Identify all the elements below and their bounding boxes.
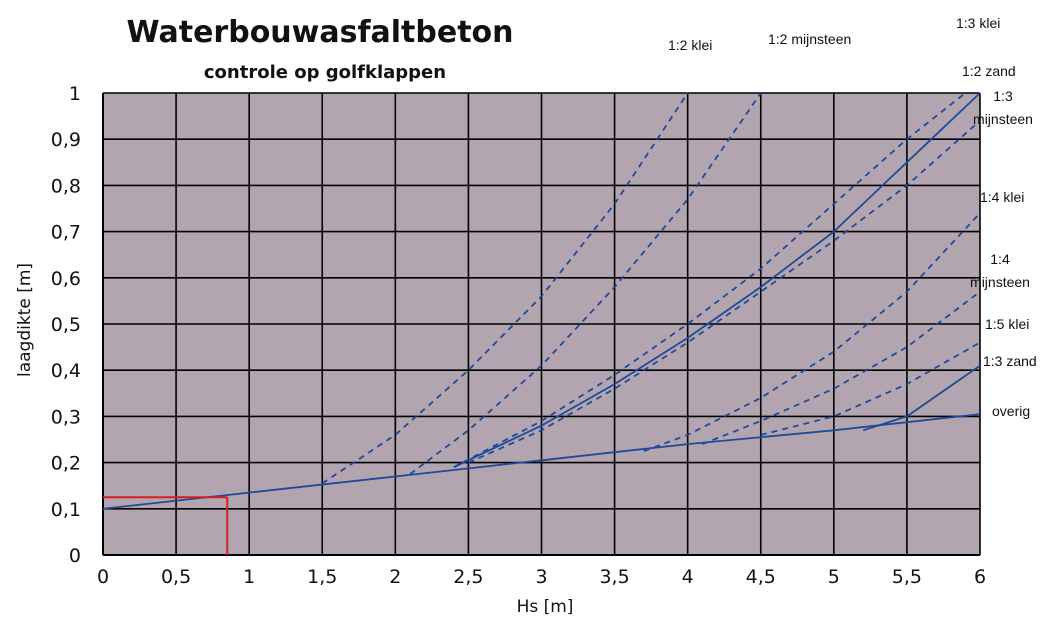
x-axis-label: Hs [m] xyxy=(517,597,574,617)
series-line-1-5-klei xyxy=(760,341,981,436)
x-tick-label: 5,5 xyxy=(892,566,922,588)
y-tick-label: 0,2 xyxy=(51,453,81,475)
series-line-1-3-klei xyxy=(453,92,966,468)
y-tick-label: 0,7 xyxy=(51,222,81,244)
reading-guide-annotation xyxy=(103,496,229,555)
x-tick-label: 4,5 xyxy=(746,566,776,588)
y-tick-label: 1 xyxy=(69,83,81,105)
series-label: 1:5 klei xyxy=(985,316,1029,332)
series-line-overig xyxy=(102,413,981,510)
y-tick-label: 0,4 xyxy=(51,360,81,382)
series-line-1-2-mijnsteen xyxy=(409,92,762,475)
x-tick-label: 3 xyxy=(535,566,547,588)
x-tick-label: 1 xyxy=(243,566,255,588)
x-tick-label: 4 xyxy=(682,566,694,588)
y-axis-label: laagdikte [m] xyxy=(15,263,35,377)
series-label: overig xyxy=(992,403,1030,419)
series-lines xyxy=(102,92,981,510)
x-tick-label: 2,5 xyxy=(453,566,483,588)
x-tick-label: 3,5 xyxy=(599,566,629,588)
x-tick-label: 2 xyxy=(389,566,401,588)
tick-labels: 0 0,5 1 1,5 2 2,5 3 3,5 4 4,5 5 5,5 6 0 0,1 0,2 0,3 0,4 0,… xyxy=(51,83,986,588)
series-line-1-4-mijnsteen xyxy=(701,290,981,445)
series-line-1-2-zand xyxy=(453,92,981,469)
x-tick-label: 5 xyxy=(828,566,840,588)
series-line-1-3-zand xyxy=(862,364,981,432)
x-tick-label: 6 xyxy=(974,566,986,588)
x-tick-label: 0,5 xyxy=(161,566,191,588)
x-tick-label: 0 xyxy=(97,566,109,588)
series-label: 1:4 xyxy=(990,251,1010,267)
series-label: 1:2 mijnsteen xyxy=(768,31,851,47)
series-line-1-3-mijnsteen xyxy=(468,120,981,464)
series-label: 1:2 klei xyxy=(668,37,712,53)
series-labels: 1:2 klei 1:2 mijnsteen 1:3 klei 1:2 zand 1:3… xyxy=(668,15,1037,419)
y-tick-label: 0,6 xyxy=(51,268,81,290)
series-label: 1:3 xyxy=(993,88,1013,104)
y-tick-label: 0,3 xyxy=(51,406,81,428)
y-tick-label: 0,1 xyxy=(51,499,81,521)
series-line-1-4-klei xyxy=(643,212,981,452)
x-tick-label: 1,5 xyxy=(307,566,337,588)
y-tick-label: 0,5 xyxy=(51,314,81,336)
series-label: 1:3 zand xyxy=(983,353,1037,369)
chart-title: Waterbouwasfaltbeton xyxy=(126,15,513,50)
series-label: mijnsteen xyxy=(970,274,1030,290)
y-tick-label: 0,9 xyxy=(51,129,81,151)
series-line-1-2-klei xyxy=(321,92,689,485)
y-tick-label: 0,8 xyxy=(51,175,81,197)
series-label: 1:4 klei xyxy=(980,189,1024,205)
chart-subtitle: controle op golfklappen xyxy=(204,62,446,83)
series-label: 1:2 zand xyxy=(962,63,1016,79)
gridlines xyxy=(102,92,981,556)
y-tick-label: 0 xyxy=(69,545,81,567)
series-label: 1:3 klei xyxy=(956,15,1000,31)
series-label: mijnsteen xyxy=(973,111,1033,127)
